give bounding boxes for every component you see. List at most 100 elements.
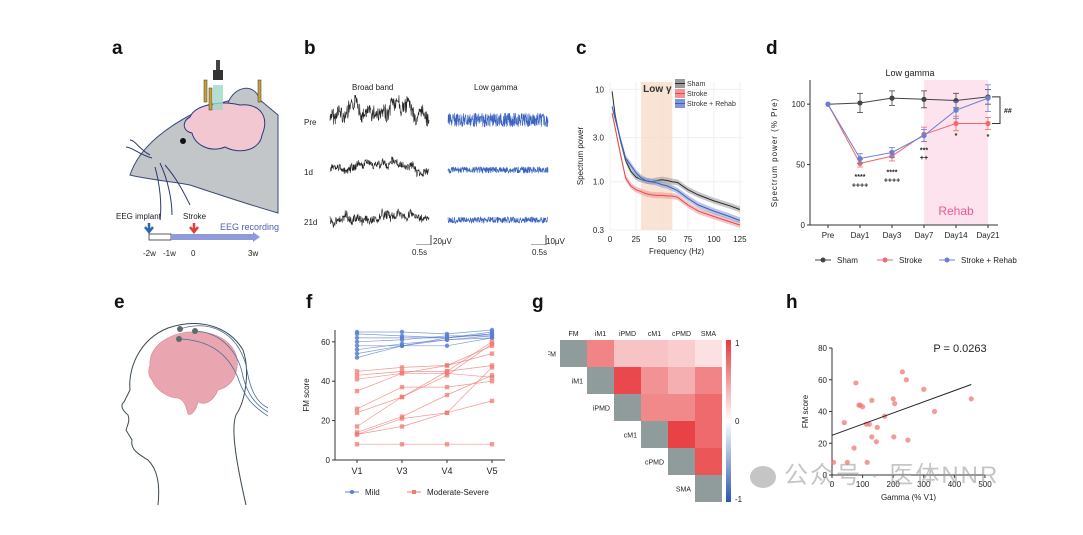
subject-point bbox=[354, 377, 360, 382]
row-label-5: SMA bbox=[676, 487, 692, 494]
fm-score-chart: 0 20 40 60 V1 V3 V4 V5 FM score Mild Moderate-Seve… bbox=[302, 327, 505, 497]
data-point bbox=[889, 95, 895, 101]
subject-point bbox=[354, 355, 360, 360]
recording-period-bar bbox=[171, 234, 253, 240]
ytick-label-3: 10 bbox=[595, 85, 604, 94]
data-point bbox=[825, 101, 831, 107]
heatmap-cell bbox=[695, 367, 722, 394]
subject-line bbox=[356, 367, 493, 435]
optic-connector-top bbox=[216, 60, 220, 70]
p-value-annotation: P = 0.0263 bbox=[933, 343, 986, 355]
xtick-label-4: 100 bbox=[707, 235, 721, 244]
subject-point bbox=[489, 351, 495, 356]
scale-gamma-amp: 10μV bbox=[546, 237, 565, 246]
eeg-screw-middle bbox=[208, 87, 213, 111]
xtick-label-2: 50 bbox=[658, 235, 667, 244]
col-label-3: cM1 bbox=[648, 331, 661, 338]
subject-point bbox=[399, 384, 405, 390]
legend-marker-1 bbox=[412, 490, 416, 494]
row-label-1d: 1d bbox=[304, 168, 313, 177]
brain-shape bbox=[183, 102, 266, 152]
subject-point bbox=[399, 416, 405, 421]
legend-label-2: Stroke + Rehab bbox=[687, 101, 736, 108]
data-point bbox=[921, 96, 927, 102]
subject-line bbox=[357, 329, 493, 335]
ytick-label-2: 40 bbox=[818, 408, 827, 417]
timeline-bar bbox=[144, 223, 260, 242]
y-axis-label: FM score bbox=[801, 394, 810, 428]
data-point bbox=[857, 100, 863, 106]
subject-point bbox=[354, 343, 360, 348]
eeg-wires bbox=[178, 325, 268, 417]
significance-mark-2: **** bbox=[887, 169, 898, 176]
subject-point bbox=[399, 329, 405, 335]
subject-point bbox=[354, 373, 360, 378]
subject-point bbox=[399, 424, 405, 429]
subject-point bbox=[399, 343, 405, 348]
data-point bbox=[953, 107, 959, 113]
xtick-label-0: V1 bbox=[351, 466, 362, 476]
scale-bar-gamma bbox=[531, 235, 547, 245]
fm-gamma-scatter: 0 20 40 60 80 0 100 200 300 400 500 Gamma (% V1) FM … bbox=[801, 343, 992, 502]
scatter-point bbox=[869, 397, 875, 403]
optic-connector bbox=[213, 70, 223, 80]
ytick-label-0: 0 bbox=[326, 456, 331, 465]
subject-point bbox=[489, 341, 495, 346]
subject-point bbox=[354, 369, 360, 374]
low-gamma-band-label: Low γ bbox=[643, 84, 672, 95]
scatter-point bbox=[841, 420, 847, 426]
heatmap-cell bbox=[668, 394, 695, 421]
timeline-tick-3w: 3w bbox=[248, 249, 259, 258]
subject-line bbox=[356, 365, 493, 414]
legend-label-0: Mild bbox=[365, 488, 380, 497]
scatter-point bbox=[830, 459, 837, 465]
col-label-1: iM1 bbox=[595, 331, 606, 338]
row-label-1: iM1 bbox=[572, 379, 583, 386]
subject-point bbox=[354, 388, 360, 394]
chart-title: Low gamma bbox=[885, 68, 934, 78]
xtick-label-3: V5 bbox=[486, 466, 497, 476]
subject-line bbox=[356, 341, 493, 376]
subject-line bbox=[356, 331, 493, 339]
panel-letter-c: c bbox=[576, 38, 587, 59]
subject-line bbox=[356, 333, 493, 358]
ytick-label-0: 0.3 bbox=[593, 226, 605, 235]
xtick-label-5: 125 bbox=[733, 235, 747, 244]
ytick-label-1: 50 bbox=[796, 161, 805, 170]
legend-marker-0 bbox=[820, 257, 826, 263]
row-label-2: iPMD bbox=[593, 406, 610, 413]
panel-letter-b: b bbox=[304, 38, 316, 59]
subject-line bbox=[356, 337, 493, 354]
heatmap-cell bbox=[614, 367, 641, 394]
eeg-screw-left bbox=[203, 79, 208, 103]
heatmap-cell bbox=[641, 367, 668, 394]
significance-mark-4: *** bbox=[920, 148, 928, 155]
significance-mark-1: ++++ bbox=[852, 183, 868, 190]
heatmap-cell bbox=[695, 448, 722, 475]
colorbar-tick-1: 0 bbox=[735, 417, 740, 426]
whiskers bbox=[125, 139, 191, 221]
subject-point bbox=[354, 442, 360, 447]
series-line-2 bbox=[611, 106, 741, 221]
human-eeg-illustration bbox=[121, 323, 268, 506]
significance-mark-0: **** bbox=[855, 174, 866, 181]
heatmap-cell bbox=[587, 367, 614, 394]
gamma-trace-2 bbox=[447, 216, 549, 225]
xtick-label-2: Day3 bbox=[883, 231, 902, 240]
heatmap-cell bbox=[695, 340, 722, 367]
subject-point bbox=[444, 335, 450, 341]
legend-marker-1 bbox=[882, 257, 888, 263]
panel-letter-e: e bbox=[114, 292, 125, 313]
significance-mark-6: * bbox=[955, 133, 958, 140]
significance-mark-7: * bbox=[987, 134, 990, 141]
subject-point bbox=[489, 379, 495, 384]
significance-mark-3: ++++ bbox=[884, 178, 900, 185]
subject-point bbox=[489, 442, 495, 447]
subject-point bbox=[399, 371, 405, 376]
xtick-label-0: Pre bbox=[822, 231, 835, 240]
regression-line bbox=[831, 384, 972, 436]
ytick-label-0: 0 bbox=[823, 471, 828, 480]
heatmap-cell bbox=[668, 421, 695, 448]
timeline-implant-label: EEG implant bbox=[116, 212, 161, 221]
heatmap-cell bbox=[587, 340, 614, 367]
